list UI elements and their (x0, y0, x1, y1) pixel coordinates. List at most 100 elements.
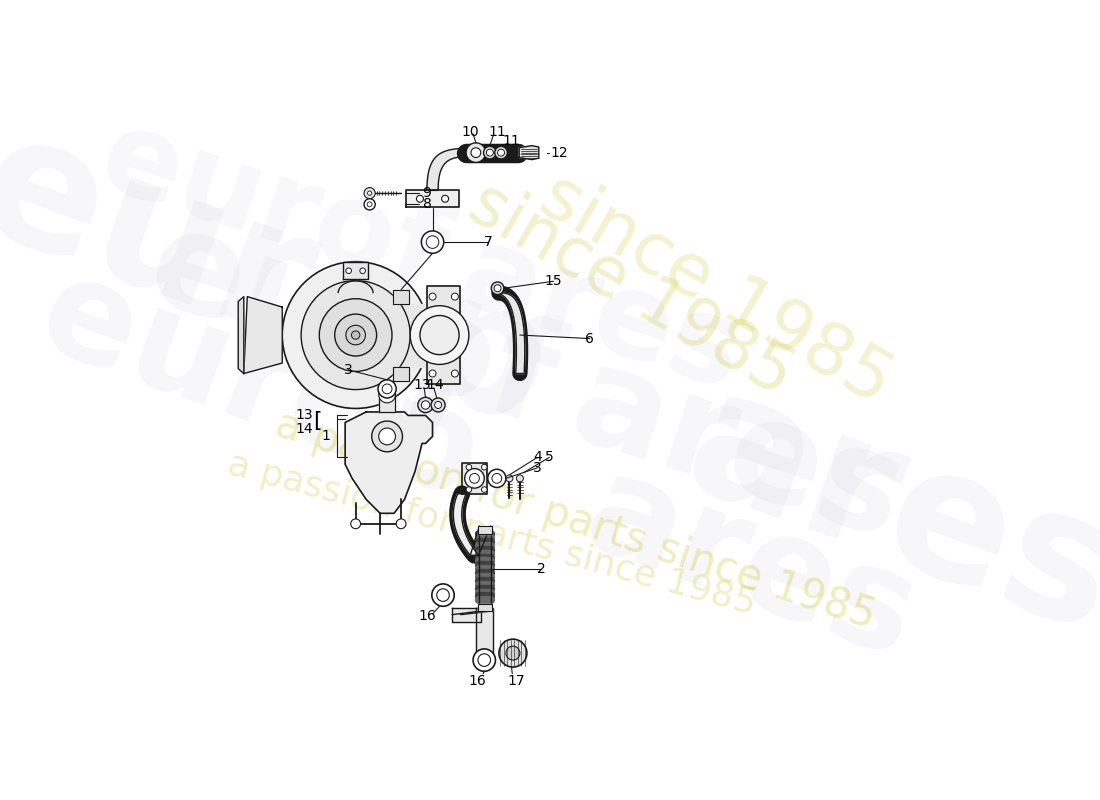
Polygon shape (519, 146, 539, 160)
Polygon shape (478, 526, 492, 534)
Polygon shape (393, 290, 409, 304)
Circle shape (367, 202, 372, 207)
Circle shape (466, 464, 472, 470)
Circle shape (378, 380, 396, 398)
Text: 7: 7 (484, 235, 493, 249)
Polygon shape (239, 297, 244, 374)
Text: eurof ares: eurof ares (87, 97, 757, 412)
Circle shape (451, 370, 459, 377)
Polygon shape (390, 304, 432, 366)
Circle shape (432, 584, 454, 606)
Text: 6: 6 (585, 331, 594, 346)
Circle shape (364, 187, 375, 198)
Polygon shape (478, 604, 492, 611)
Text: 3: 3 (344, 363, 353, 377)
Circle shape (471, 148, 481, 158)
Circle shape (429, 293, 436, 300)
Circle shape (352, 331, 360, 339)
Circle shape (478, 654, 491, 666)
Circle shape (516, 475, 524, 482)
Circle shape (378, 428, 396, 445)
Circle shape (396, 519, 406, 529)
Text: 2: 2 (537, 562, 546, 576)
Text: 15: 15 (544, 274, 562, 288)
Circle shape (464, 469, 484, 488)
Text: 14: 14 (296, 422, 314, 437)
Circle shape (364, 198, 375, 210)
Circle shape (351, 519, 361, 529)
Circle shape (283, 262, 429, 409)
Polygon shape (462, 463, 487, 494)
Text: 4: 4 (534, 450, 542, 464)
Text: [: [ (312, 411, 321, 431)
Circle shape (482, 486, 487, 492)
Text: 3: 3 (534, 461, 542, 475)
Polygon shape (343, 262, 368, 279)
Text: a passion for parts since 1985: a passion for parts since 1985 (271, 403, 881, 638)
Circle shape (441, 195, 449, 202)
Circle shape (497, 149, 505, 156)
Circle shape (499, 639, 527, 667)
Circle shape (495, 146, 507, 159)
Polygon shape (495, 293, 525, 374)
Text: 13: 13 (414, 378, 431, 392)
Text: 14: 14 (427, 378, 444, 392)
Text: eurof ares: eurof ares (133, 195, 921, 566)
Circle shape (466, 143, 486, 162)
Circle shape (473, 649, 495, 671)
Circle shape (466, 486, 472, 492)
Circle shape (417, 195, 424, 202)
Text: 5: 5 (544, 450, 553, 464)
Text: a passion for parts since 1985: a passion for parts since 1985 (224, 447, 760, 622)
Circle shape (451, 293, 459, 300)
Circle shape (378, 386, 396, 403)
Circle shape (301, 281, 410, 390)
Polygon shape (244, 297, 283, 374)
Circle shape (434, 402, 441, 409)
Circle shape (345, 268, 352, 274)
Circle shape (420, 315, 459, 354)
Text: europ   ares: europ ares (0, 94, 1100, 668)
Polygon shape (378, 394, 396, 412)
Circle shape (360, 268, 365, 274)
Text: 13: 13 (296, 409, 314, 422)
Polygon shape (476, 608, 493, 653)
Circle shape (492, 474, 502, 483)
Text: 10: 10 (462, 126, 480, 139)
Polygon shape (406, 190, 459, 207)
Circle shape (431, 398, 446, 412)
Text: 11: 11 (503, 134, 520, 148)
Circle shape (418, 398, 433, 413)
Text: 11: 11 (488, 126, 506, 139)
Circle shape (506, 646, 520, 660)
Polygon shape (427, 286, 461, 384)
Text: 8: 8 (422, 198, 431, 211)
Circle shape (470, 474, 480, 483)
Polygon shape (452, 608, 482, 622)
Circle shape (319, 298, 392, 371)
Circle shape (429, 370, 436, 377)
Circle shape (426, 236, 439, 248)
Circle shape (484, 146, 496, 159)
Text: 9: 9 (422, 186, 431, 200)
Text: since 1985: since 1985 (528, 161, 904, 418)
Circle shape (482, 464, 487, 470)
Circle shape (421, 401, 430, 409)
Circle shape (492, 282, 504, 294)
Circle shape (372, 421, 403, 452)
Text: 1: 1 (321, 430, 330, 443)
Polygon shape (466, 148, 519, 158)
Polygon shape (345, 412, 432, 514)
Polygon shape (453, 494, 478, 555)
Circle shape (487, 470, 506, 487)
Circle shape (382, 384, 392, 394)
Circle shape (367, 191, 372, 195)
Circle shape (486, 149, 493, 156)
Circle shape (410, 306, 469, 365)
Text: 17: 17 (507, 674, 525, 688)
Text: 12: 12 (551, 146, 569, 160)
Text: 16: 16 (469, 674, 486, 688)
Text: europ   ares: europ ares (23, 244, 934, 685)
Text: 16: 16 (419, 609, 437, 623)
Polygon shape (393, 366, 409, 381)
